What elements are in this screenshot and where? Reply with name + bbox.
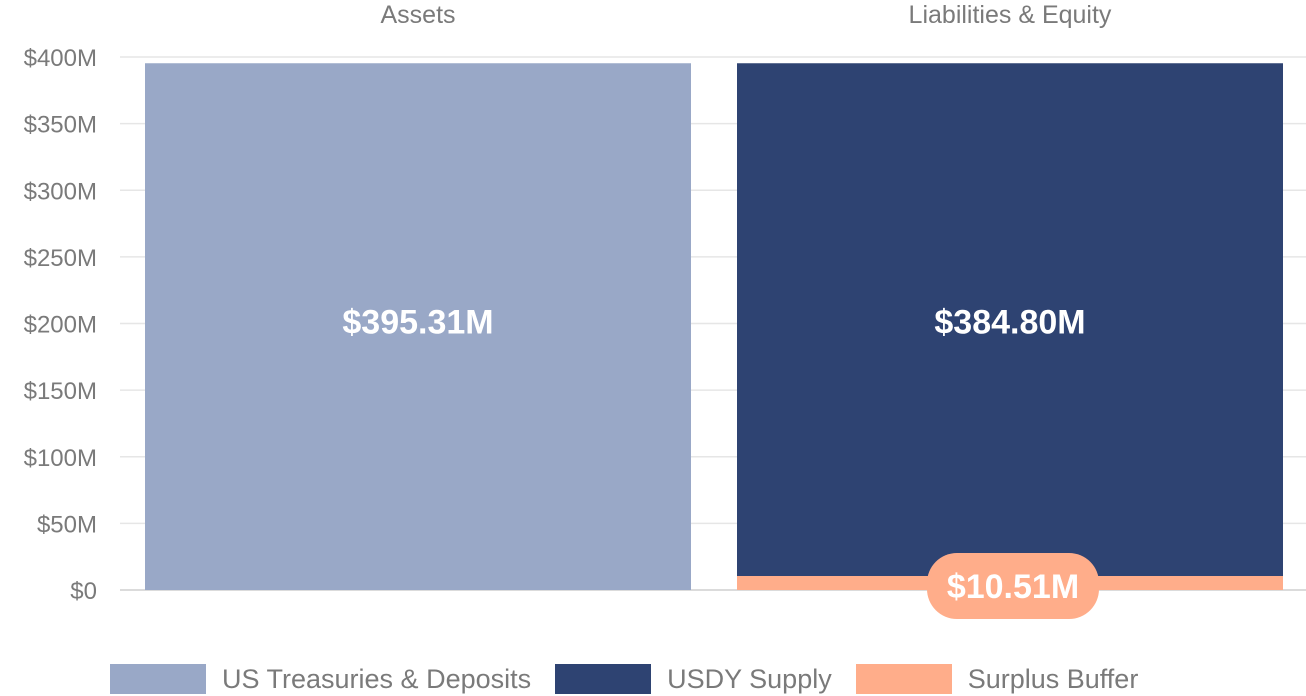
category-label: Liabilities & Equity xyxy=(909,1,1112,29)
legend-item[interactable]: USDY Supply xyxy=(555,664,832,695)
y-tick-label: $100M xyxy=(24,445,97,472)
data-labels: $395.31M $10.51M $384.80M xyxy=(342,304,1099,619)
legend-label: Surplus Buffer xyxy=(967,663,1139,694)
data-label-pill xyxy=(927,552,1099,619)
legend-label: USDY Supply xyxy=(667,663,832,694)
legend-swatch xyxy=(555,664,652,694)
y-tick-label: $200M xyxy=(24,312,97,339)
legend-swatch xyxy=(855,664,952,694)
data-label: $384.80M xyxy=(934,304,1085,342)
balance-sheet-chart: $0 $50M $100M $150M $200M $250M $300M $350M $400… xyxy=(24,1,1306,619)
legend-label: US Treasuries & Deposits xyxy=(222,663,532,694)
data-label: $10.51M xyxy=(947,568,1079,606)
legend-item[interactable]: Surplus Buffer xyxy=(855,663,1139,695)
bar-segment xyxy=(737,63,1283,576)
bars xyxy=(145,63,1283,590)
y-axis-tick-labels: $0 $50M $100M $150M $200M $250M $300M $350M $400… xyxy=(24,45,97,605)
y-tick-label: $350M xyxy=(24,112,97,139)
category-labels: Assets Liabilities & Equity xyxy=(380,1,1111,29)
data-label: $395.31M xyxy=(342,304,493,342)
y-tick-label: $300M xyxy=(24,178,97,205)
y-tick-label: $400M xyxy=(24,45,97,72)
category-label: Assets xyxy=(380,1,455,29)
y-tick-label: $250M xyxy=(24,245,97,272)
y-tick-label: $50M xyxy=(37,511,97,538)
legend-item[interactable]: US Treasuries & Deposits xyxy=(110,664,531,695)
y-tick-label: $150M xyxy=(24,378,97,405)
bar-segment xyxy=(145,63,691,590)
legend-swatch xyxy=(110,664,206,694)
legend: US Treasuries & Deposits USDY Supply Surpl… xyxy=(110,662,1162,696)
y-tick-label: $0 xyxy=(70,578,97,605)
